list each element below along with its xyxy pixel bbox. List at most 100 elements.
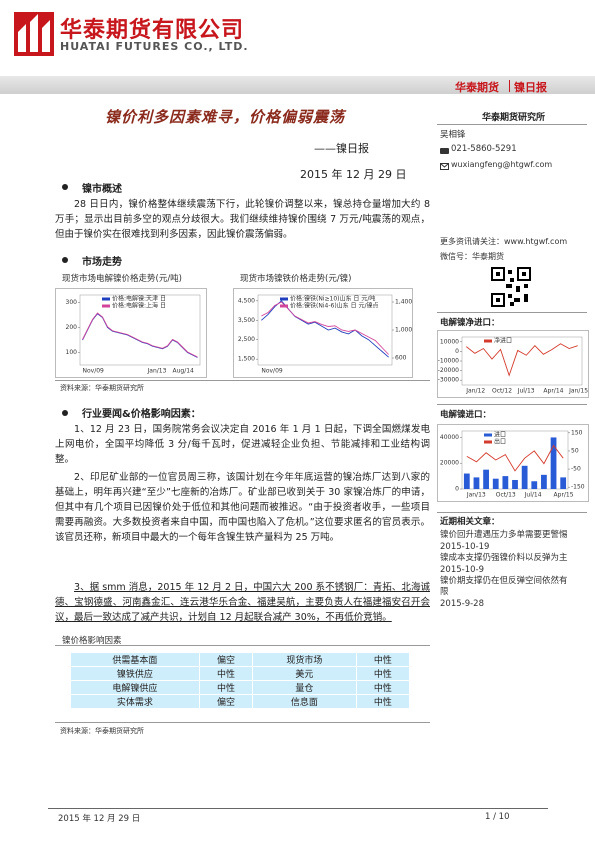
legend-swatch (102, 297, 110, 301)
plot-frame (461, 336, 583, 386)
bullet (62, 184, 68, 190)
legend-swatch (484, 440, 492, 444)
rule (437, 312, 587, 313)
heading: 行业要闻&价格影响因素： (82, 409, 201, 420)
chart-caption: 现货市场镍铁价格走势(元/镍) (240, 274, 352, 284)
company: 华泰期货有限公司 (60, 18, 245, 43)
table-cell: 中性 (355, 680, 411, 695)
chart-title: 电解镍进口： (440, 410, 492, 420)
article-date: 2015-10-9 (440, 565, 484, 575)
qr-code (490, 266, 532, 308)
rule (437, 404, 587, 405)
x-tick-label: Nov/09 (261, 368, 283, 375)
y-tick-label: 3,500 (238, 317, 255, 324)
table-cell: 中性 (355, 666, 411, 681)
table-cell: 量仓 (252, 680, 357, 695)
table-row: 电解镍供应 中性 量仓 中性 (70, 680, 411, 695)
rule (437, 124, 587, 125)
x-tick-label: Apr/15 (554, 492, 574, 499)
chart: -30000 -20000 -10000 0 10000 Jan/12 Oct/12 Jul/… (437, 330, 589, 398)
rule (55, 645, 430, 646)
x-tick-label: Nov/09 (83, 368, 105, 375)
y-tick-label: -30000 (438, 377, 459, 384)
line (466, 343, 578, 377)
report: 镍日报 (514, 81, 547, 94)
table-cell: 美元 (252, 666, 357, 681)
table-cell: 中性 (355, 652, 411, 667)
x-tick-label: Jan/15 (568, 388, 588, 395)
separator (509, 80, 510, 92)
y-tick-label: 150 (571, 429, 583, 436)
bar (492, 478, 499, 489)
wechat: 微信号：华泰期货 (440, 252, 504, 261)
rule (437, 512, 587, 513)
line (261, 300, 389, 358)
bar (473, 477, 480, 489)
x-tick-label: Jul/14 (524, 492, 542, 499)
chart-title: 电解镍净进口： (440, 318, 500, 328)
y-tick-label: 2,500 (238, 336, 255, 343)
article-title: 镍成本支撑仍强镍价料以反弹为主 (440, 553, 568, 563)
table-cell: 中性 (198, 666, 254, 681)
email-icon (440, 163, 449, 170)
paragraph: 28 日日内，镍价格整体继续震荡下行，此轮镍价调整以来，镍总持仓量增加大约 8 … (55, 199, 430, 240)
phone: 021-5860-5291 (451, 144, 517, 154)
line (261, 301, 389, 355)
table-cell: 供需基本面 (70, 652, 200, 667)
line (82, 313, 198, 358)
legend-label: 价格:镍铁(Ni4-6)山东 日 元/镍点 (290, 302, 379, 310)
y-tick-label: -10000 (438, 358, 459, 365)
footer-rule (48, 808, 548, 809)
y-tick-label: 4,500 (238, 297, 255, 304)
table-cell: 偏空 (198, 694, 254, 709)
chart: 100 200 300 Nov/09 Jan/13 Aug/14 价格:电解镍:天津 日价格… (55, 288, 207, 378)
analyst: 吴相锋 (440, 130, 466, 140)
y-tick-label: 100 (66, 349, 78, 356)
legend-label: 进口 (494, 431, 506, 439)
y-tick-label: 50 (571, 447, 579, 454)
table-cell: 电解镍供应 (70, 680, 200, 695)
table-cell: 中性 (198, 680, 254, 695)
paragraph: 1、12 月 23 日，国务院常务会议决定自 2016 年 1 月 1 日起，下… (55, 424, 430, 465)
logo (14, 12, 54, 56)
table-cell: 现货市场 (252, 652, 357, 667)
legend-label: 价格:电解镍:天津 日 (112, 295, 166, 303)
legend-label: 价格:电解镍:上海 日 (112, 302, 166, 310)
phone-icon (440, 148, 449, 154)
chart: 1,500 2,500 3,500 4,500 600 1,000 1,400 Nov/09 价… (233, 288, 413, 378)
institute: 华泰期货研究所 (482, 113, 546, 123)
legend-label: 价格:镍铁(Ni≥10)山东 日 元/吨 (290, 295, 375, 303)
legend-swatch (484, 339, 492, 343)
bar (550, 437, 557, 489)
website: 更多资讯请关注：www.htgwf.com (440, 237, 568, 246)
line (466, 444, 564, 472)
paragraph: 2、印尼矿业部的一位官员周三称，该国计划在今年年底运营的镍冶炼厂达到八家的基础上… (55, 472, 430, 543)
header-bar (0, 76, 595, 94)
y-tick-label: 1,400 (395, 299, 412, 306)
bullet (62, 410, 68, 416)
bullet (62, 257, 68, 263)
paragraph: 3、据 smm 消息，2015 年 12 月 2 日，中国六大 200 系不锈钢… (55, 582, 430, 623)
y-tick-label: -20000 (438, 367, 459, 374)
title: 镍价利多因素难寻，价格偏弱震荡 (105, 108, 346, 126)
table-cell: 中性 (355, 694, 411, 709)
bar (463, 473, 470, 489)
table-cell: 信息面 (252, 694, 357, 709)
bar (560, 477, 567, 489)
chart: 0 20000 40000 -150 -50 50 150 Jan/13 Oct/13 Jul/1… (437, 424, 589, 502)
plot-frame (79, 294, 201, 366)
y-tick-label: 10000 (440, 338, 459, 345)
legend-label: 净进口 (494, 337, 512, 345)
page-number: 1 / 10 (485, 812, 510, 822)
table-cell: 镍铁供应 (70, 666, 200, 681)
legend-label: 出口 (494, 438, 506, 446)
article-date: 2015-10-19 (440, 542, 490, 552)
legend-swatch (484, 433, 492, 437)
heading: 镍市概述 (82, 184, 122, 195)
y-tick-label: 200 (66, 324, 78, 331)
x-tick-label: Jan/13 (466, 492, 486, 499)
table-row: 供需基本面 偏空 现货市场 中性 (70, 652, 411, 667)
x-tick-label: Apr/14 (543, 388, 563, 395)
company-en: HUATAI FUTURES CO., LTD. (60, 40, 249, 53)
